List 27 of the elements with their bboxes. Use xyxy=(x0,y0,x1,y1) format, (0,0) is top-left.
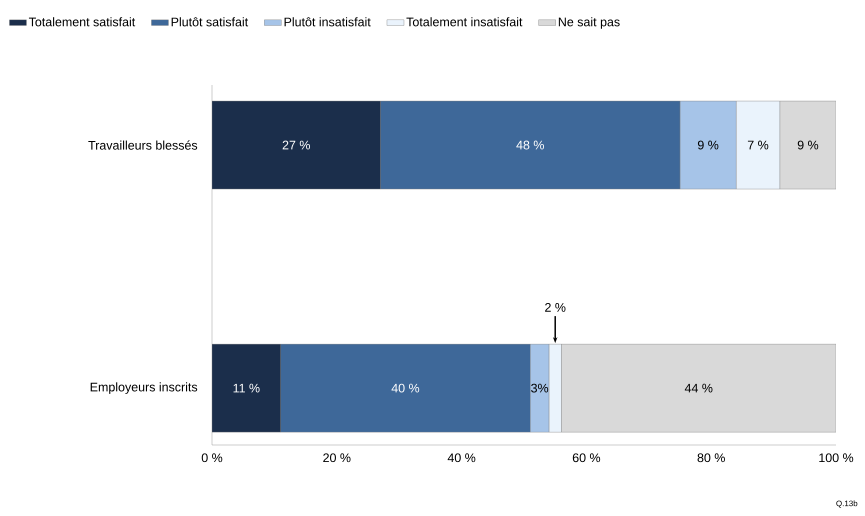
x-tick-label: 40 % xyxy=(448,453,476,462)
x-tick-label: 80 % xyxy=(698,453,725,462)
x-tick-label: 20 % xyxy=(323,453,351,462)
legend-label: Plutôt insatisfait xyxy=(284,17,371,26)
data-label: 48 % xyxy=(516,140,544,150)
data-label: 40 % xyxy=(392,384,420,393)
data-label: 9 % xyxy=(698,140,718,150)
x-tick-label: 100 % xyxy=(819,453,854,462)
legend-label: Ne sait pas xyxy=(558,17,620,29)
x-tick-label: 60 % xyxy=(572,453,600,462)
bar xyxy=(212,344,281,432)
y-tick-label: Travailleurs blessés xyxy=(88,140,198,150)
legend-label: Totalement satisfait xyxy=(28,17,136,26)
bar xyxy=(780,100,836,190)
data-label: 3% xyxy=(531,384,548,393)
data-label: 2 % xyxy=(545,303,566,312)
bar xyxy=(561,344,836,432)
legend-label: Plutôt satisfait xyxy=(172,17,248,26)
bar xyxy=(212,100,381,190)
y-tick-label: Employeurs inscrits xyxy=(90,382,198,394)
legend-label: Totalement insatisfait xyxy=(406,17,522,26)
x-tick-label: 0 % xyxy=(202,453,222,462)
data-label: 27 % xyxy=(282,140,310,150)
data-label: 44 % xyxy=(684,384,712,392)
data-label: 9 % xyxy=(798,140,818,150)
data-label: 7 % xyxy=(748,140,768,150)
data-label: 11 % xyxy=(234,384,260,392)
